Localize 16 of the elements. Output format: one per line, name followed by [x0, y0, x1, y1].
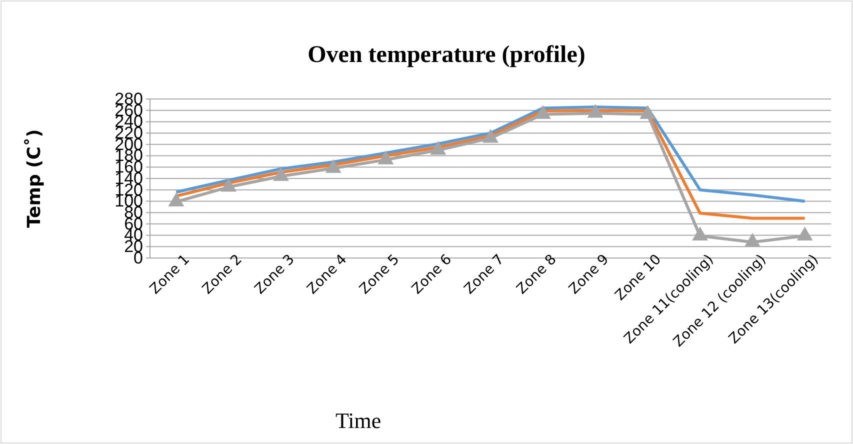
point — [220, 178, 237, 192]
point — [482, 128, 498, 143]
point — [534, 105, 551, 119]
point — [744, 232, 760, 247]
point — [168, 192, 184, 206]
point — [640, 105, 656, 119]
point — [692, 226, 708, 240]
chart-title: Oven temperature (profile) — [308, 42, 586, 68]
point — [430, 140, 446, 155]
y-axis-title: Temp (C˚) — [24, 129, 45, 228]
point — [378, 150, 394, 164]
point — [587, 104, 604, 118]
x-axis-title: Time — [336, 408, 382, 433]
point — [325, 159, 342, 173]
point — [796, 226, 813, 240]
point — [272, 167, 289, 181]
